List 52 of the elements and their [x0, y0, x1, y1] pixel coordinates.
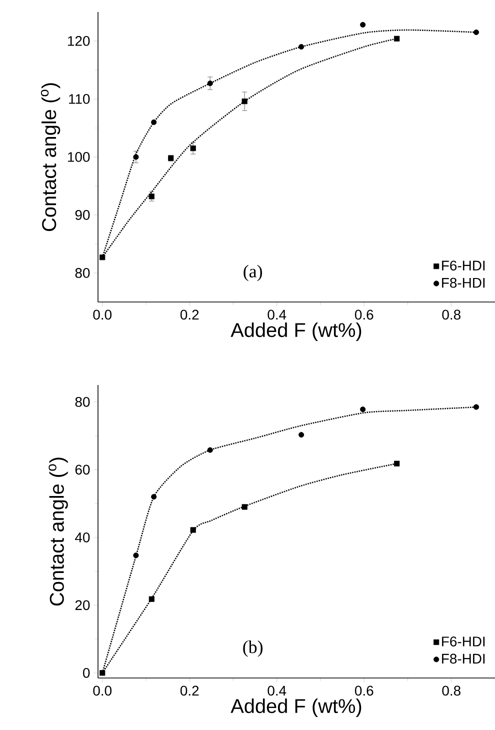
x-tick-label: 0.4 — [268, 310, 286, 320]
y-tick-label: 100 — [68, 152, 90, 162]
annotation: (b) — [243, 640, 263, 657]
point — [394, 36, 400, 42]
point — [148, 194, 154, 200]
point — [190, 146, 196, 152]
legend-label: F6-HDI — [442, 636, 485, 646]
point — [242, 504, 248, 510]
y-tick-label: 20 — [75, 600, 90, 610]
point — [133, 552, 139, 558]
y-tick-label: 110 — [69, 94, 90, 104]
x-axis-title: Added F (wt%) — [230, 322, 362, 342]
x-axis-title: Added F (wt%) — [230, 698, 362, 718]
annotation: (a) — [244, 264, 262, 282]
point — [190, 527, 196, 533]
point — [242, 98, 248, 104]
point — [100, 670, 106, 676]
x-tick-label: 0.6 — [354, 310, 374, 320]
y-tick-label: 80 — [75, 396, 90, 407]
y-axis-title: Contact angle ($^{o}$) — [48, 458, 68, 606]
point — [151, 494, 157, 500]
point — [100, 254, 106, 260]
point — [473, 404, 480, 410]
y-tick-label: 0 — [83, 668, 90, 678]
x-tick-label: 0.4 — [268, 686, 286, 696]
point — [207, 80, 213, 86]
point — [298, 44, 304, 50]
y-tick-label: 80 — [75, 268, 90, 278]
x-tick-label: 0.2 — [180, 686, 199, 696]
point — [298, 432, 304, 438]
point — [151, 119, 157, 125]
legend-label: F8-HDI — [442, 278, 485, 288]
x-tick-label: 0.0 — [93, 686, 112, 696]
y-tick-label: 40 — [75, 532, 90, 542]
point — [148, 596, 154, 602]
point — [133, 154, 139, 160]
x-tick-label: 0.0 — [93, 310, 112, 320]
legend-label: F8-HDI — [442, 654, 485, 664]
x-tick-label: 0.8 — [442, 310, 460, 320]
point — [394, 460, 400, 466]
point — [360, 22, 366, 28]
point — [207, 447, 213, 453]
y-tick-label: 90 — [75, 210, 90, 220]
y-tick-label: 120 — [68, 36, 90, 46]
point — [360, 406, 366, 412]
point — [473, 30, 480, 36]
y-axis-title: Contact angle ($^{o}$) — [40, 83, 60, 231]
y-tick-label: 60 — [75, 464, 90, 475]
x-tick-label: 0.6 — [354, 686, 374, 696]
x-tick-label: 0.2 — [180, 310, 199, 320]
legend-label: F6-HDI — [442, 260, 485, 271]
x-tick-label: 0.8 — [442, 686, 460, 696]
